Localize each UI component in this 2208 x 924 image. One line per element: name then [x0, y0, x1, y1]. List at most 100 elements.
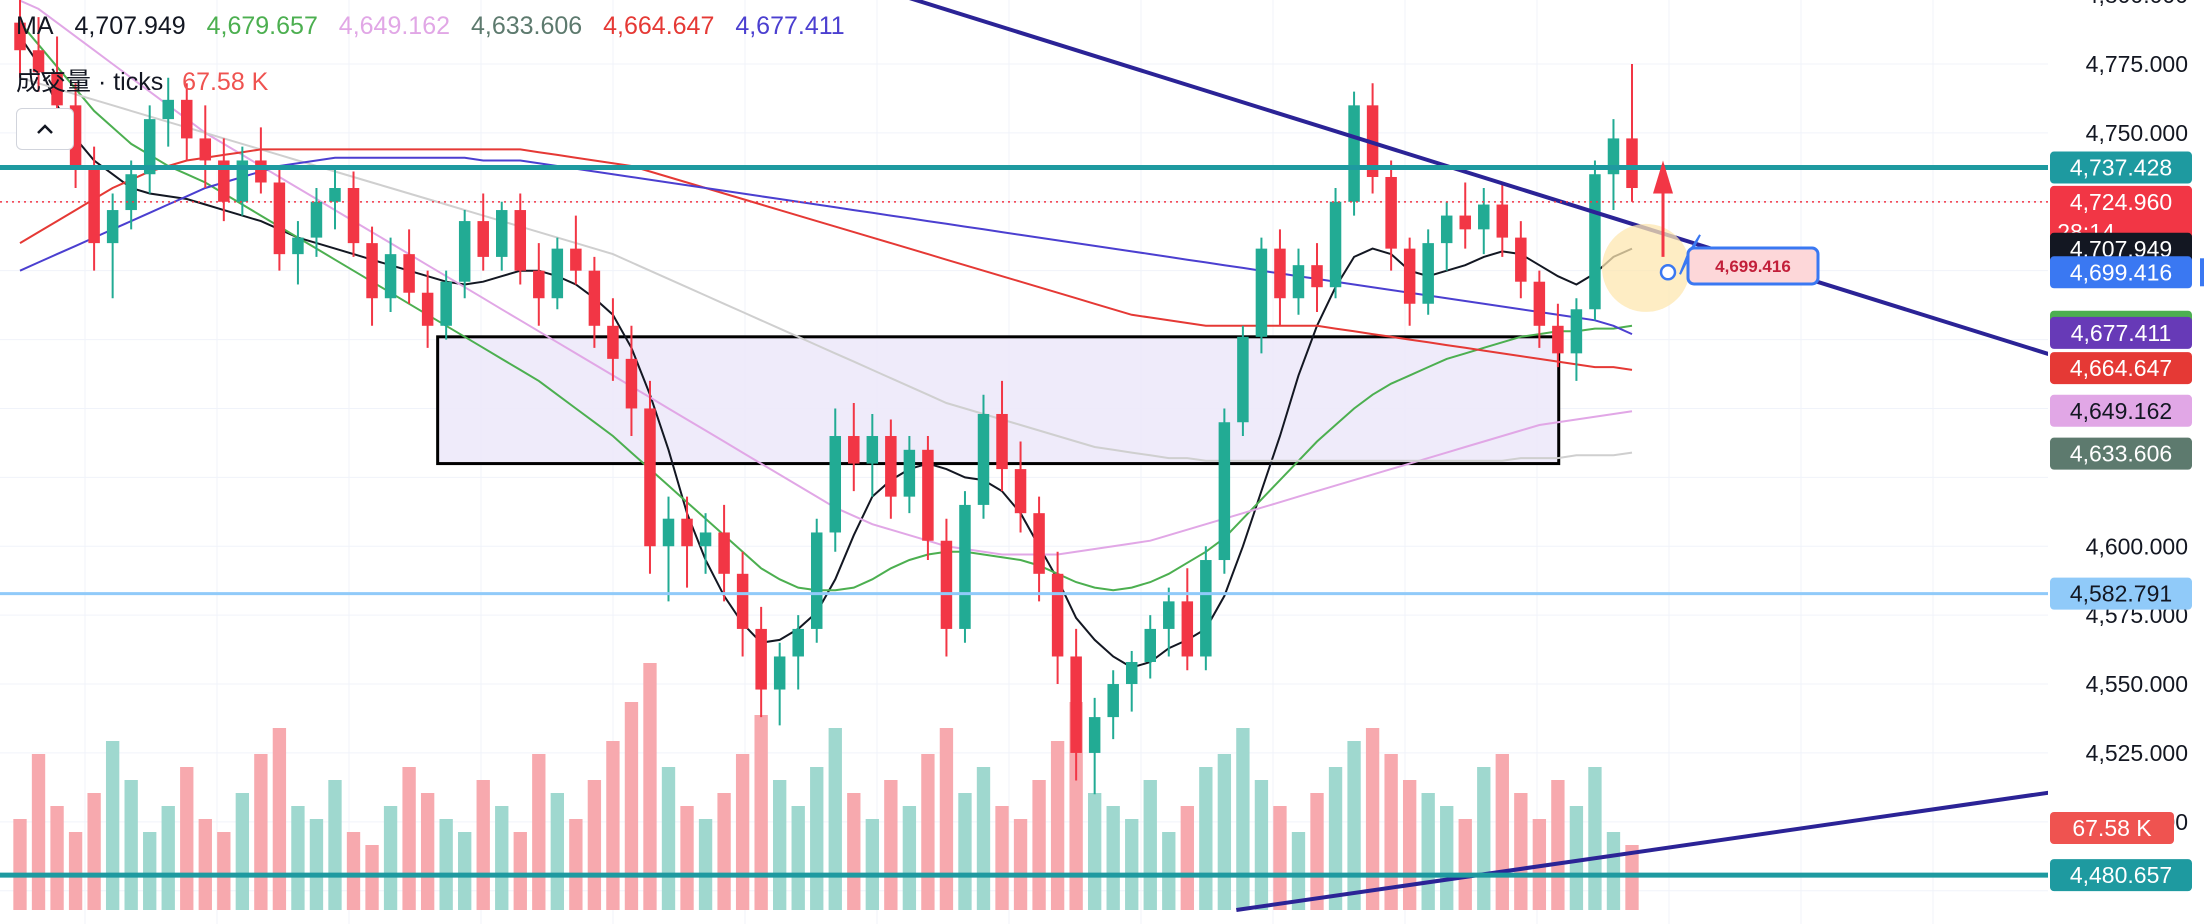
candle — [421, 270, 434, 348]
ma-legend: MA 4,707.949 4,679.657 4,649.162 4,633.6… — [16, 12, 859, 41]
candle-body — [1311, 265, 1323, 288]
volume-bar — [254, 754, 268, 910]
volume-bar — [105, 741, 120, 910]
volume-bar — [550, 793, 565, 910]
candle-body — [755, 628, 767, 690]
candle — [1496, 182, 1509, 257]
volume-bar — [439, 819, 453, 910]
volume-bar — [1606, 832, 1621, 910]
candle-body — [773, 656, 786, 690]
candle-body — [366, 243, 378, 299]
ma-line — [19, 22, 1633, 592]
volume-bar — [235, 793, 250, 910]
candle-body — [384, 254, 397, 299]
candle — [829, 408, 842, 552]
volume-bar — [161, 806, 175, 910]
volume-bar — [495, 806, 509, 910]
candle-body — [1255, 248, 1268, 337]
candle — [662, 496, 675, 602]
candle-body — [403, 254, 415, 293]
candle — [1533, 270, 1546, 348]
candle-body — [88, 165, 100, 244]
candle-body — [848, 436, 860, 464]
volume-bar — [1421, 793, 1435, 910]
price-axis-label-text: 4,649.162 — [2070, 398, 2172, 424]
price-axis-label-bg — [2050, 859, 2192, 892]
trendlines — [908, 0, 2153, 912]
volume-bar — [124, 780, 138, 910]
volume-bar — [1291, 832, 1306, 910]
volume-bar — [828, 728, 842, 910]
price-axis-label: 4,699.416 — [2050, 256, 2192, 289]
candle-body — [1051, 573, 1064, 657]
candle — [607, 298, 619, 381]
volume-bar — [1514, 793, 1528, 910]
volume-bar — [476, 780, 490, 910]
price-axis-label: 4,677.411 — [2050, 316, 2192, 349]
candle — [440, 270, 452, 340]
candle-body — [1144, 628, 1156, 662]
ma-value: 4,633.606 — [470, 12, 583, 40]
candle-body — [32, 50, 45, 73]
ma-value: 4,677.411 — [735, 12, 845, 40]
candle-body — [662, 518, 675, 547]
price-axis-label-text: 4,724.960 — [2070, 189, 2172, 215]
price-axis: 4,800.0004,775.0004,750.0004,600.0004,57… — [2048, 0, 2208, 924]
volume-bar — [458, 832, 472, 910]
candle-body — [1440, 215, 1453, 244]
volume-bar — [643, 663, 657, 910]
candle-body — [292, 237, 304, 255]
candle — [1237, 325, 1249, 437]
candle — [514, 193, 527, 285]
candle-body — [1607, 138, 1620, 175]
volume-bar — [1365, 728, 1380, 910]
ma-line — [19, 76, 1633, 462]
candle — [310, 188, 323, 257]
candle-body — [681, 518, 693, 547]
candle — [181, 83, 193, 161]
candle — [1329, 188, 1342, 299]
candle — [458, 210, 471, 299]
horizontal-lines — [0, 165, 2048, 878]
candle-body — [458, 221, 471, 282]
volume-bar — [1402, 780, 1417, 910]
candle — [588, 256, 601, 348]
candle — [681, 496, 693, 588]
candle — [1311, 243, 1323, 313]
candle — [1274, 229, 1286, 326]
volume-bar — [532, 754, 546, 910]
ma-value: 4,649.162 — [338, 12, 451, 40]
candle — [885, 419, 897, 519]
candle-body — [514, 210, 527, 271]
candle-body — [1385, 176, 1397, 249]
candle — [940, 518, 953, 657]
collapse-legend-button[interactable] — [16, 108, 74, 150]
volume-legend-label: 成交量 · ticks — [16, 68, 164, 96]
candle — [755, 606, 767, 718]
price-axis-label-text: 4,633.606 — [2070, 441, 2172, 467]
volume-bar — [847, 793, 861, 910]
price-axis-label-bg — [2050, 352, 2192, 385]
candle — [1255, 237, 1268, 354]
candle — [403, 229, 415, 304]
volume-bar — [198, 819, 212, 910]
volume-bar — [791, 806, 805, 910]
up-arrow-icon — [1653, 160, 1673, 194]
candle-body — [1218, 422, 1231, 561]
volume-bar — [68, 832, 83, 910]
ma-legend-title: MA — [16, 12, 54, 40]
candle-body — [143, 119, 156, 175]
volume-bar — [291, 806, 305, 910]
volume-bar — [87, 793, 101, 910]
chevron-up-icon — [37, 124, 53, 134]
candle-body — [329, 188, 341, 202]
candle-body — [310, 201, 323, 238]
candle — [1144, 615, 1156, 679]
volume-bar — [272, 728, 287, 910]
candle — [1051, 551, 1064, 685]
candle — [1366, 83, 1379, 194]
candle — [977, 394, 990, 519]
candle — [32, 17, 45, 92]
price-axis-label-text: 4,737.428 — [2070, 155, 2172, 181]
